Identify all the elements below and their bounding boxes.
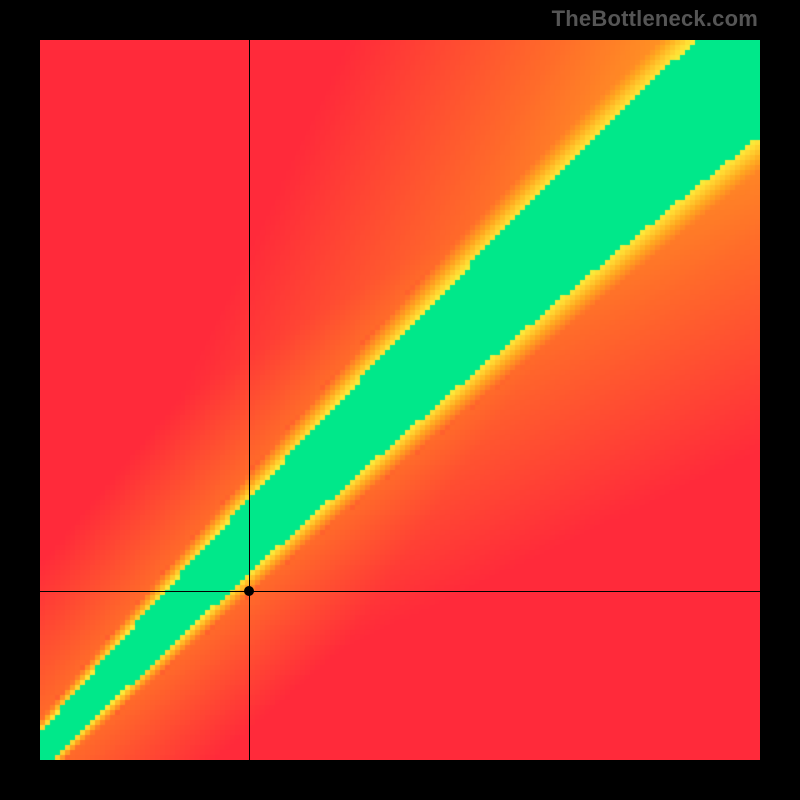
watermark-text: TheBottleneck.com [552,6,758,32]
frame-bottom [0,760,800,800]
heatmap-canvas [40,40,760,760]
frame-left [0,0,40,800]
frame-right [760,0,800,800]
heatmap-plot [40,40,760,760]
